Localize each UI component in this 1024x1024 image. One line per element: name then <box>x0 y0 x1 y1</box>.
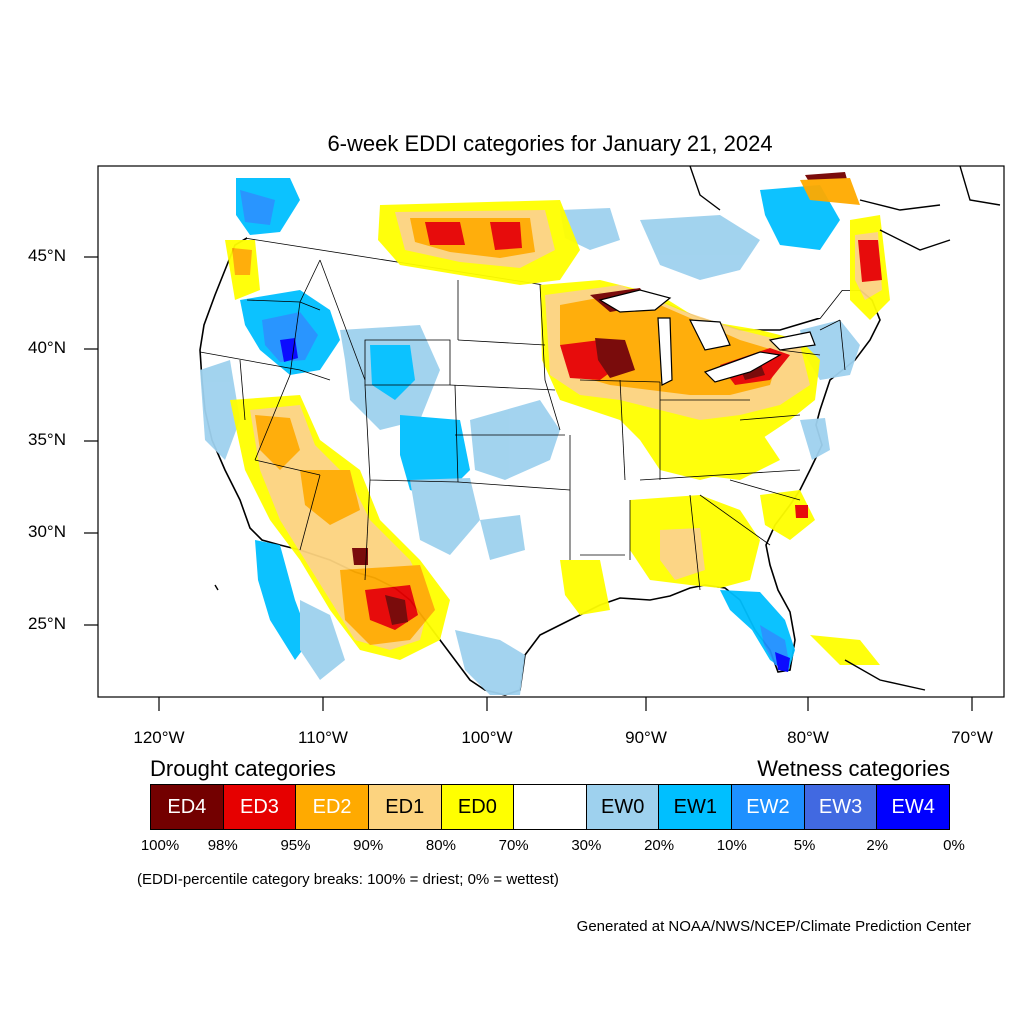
percent-break-label: 95% <box>280 837 311 854</box>
louisiana-ed0 <box>560 560 610 615</box>
baja-wet-ew1 <box>255 540 310 660</box>
legend-box-ed3: ED3 <box>223 785 297 829</box>
wisconsin-ed4 <box>595 338 635 378</box>
idaho-wet-ew4 <box>280 338 298 362</box>
lat-label-30: 30°N <box>28 522 66 541</box>
map-content <box>98 166 1004 696</box>
legend-box-neutral <box>514 785 587 829</box>
category-note: (EDDI-percentile category breaks: 100% =… <box>137 871 559 888</box>
legend-box-ew3: EW3 <box>804 785 878 829</box>
lon-label-110: 110°W <box>298 728 348 747</box>
legend-box-ed1: ED1 <box>368 785 442 829</box>
texas-coast-wet-ew0 <box>455 630 525 695</box>
percent-break-label: 20% <box>644 837 675 854</box>
map-frame <box>97 165 1005 698</box>
percent-break-label: 90% <box>353 837 384 854</box>
legend-box-ed2: ED2 <box>296 785 369 829</box>
legend-box-ew0: EW0 <box>586 785 660 829</box>
lat-label-40: 40°N <box>28 338 66 357</box>
wyoming-wet-ew1 <box>370 345 415 400</box>
texas-ed4 <box>385 595 408 625</box>
legend-box-ed4: ED4 <box>151 785 224 829</box>
credit-line: Generated at NOAA/NWS/NCEP/Climate Predi… <box>576 918 971 935</box>
lat-label-35: 35°N <box>28 430 66 449</box>
percent-break-label: 5% <box>793 837 816 854</box>
quebec-wet-ew0 <box>640 215 760 280</box>
kentucky-ed0 <box>690 430 780 480</box>
quebec-ed2 <box>800 178 860 205</box>
lat-label-25: 25°N <box>28 614 66 633</box>
florida-wet-ew4 <box>775 652 790 672</box>
nm-wet-ew0 <box>410 478 480 555</box>
idaho-wet-ew2 <box>262 312 318 362</box>
percent-break-label: 10% <box>716 837 747 854</box>
montana-ed3 <box>425 222 465 245</box>
legend-box-ew4: EW4 <box>877 785 950 829</box>
carolina-ed3 <box>795 505 808 518</box>
map-title: 6-week EDDI categories for January 21, 2… <box>327 131 773 156</box>
nm-ed4 <box>352 548 368 565</box>
coastline-extras <box>214 166 1001 691</box>
oklahoma-wet-ew0 <box>480 515 525 560</box>
state-boundaries <box>199 259 846 591</box>
maine-ed3 <box>858 240 882 282</box>
legend-box-ew1: EW1 <box>659 785 733 829</box>
virginia-wet-ew0 <box>800 418 830 460</box>
lon-label-120: 120°W <box>133 728 185 747</box>
percent-break-label: 2% <box>866 837 889 854</box>
lat-label-45: 45°N <box>28 246 66 265</box>
lon-label-80: 80°W <box>787 728 829 747</box>
percent-break-label: 100% <box>140 837 180 854</box>
alabama-ed1 <box>660 528 705 580</box>
lon-label-90: 90°W <box>625 728 667 747</box>
lon-label-100: 100°W <box>461 728 513 747</box>
drought-categories-heading: Drought categories <box>150 756 336 781</box>
percent-break-label: 80% <box>425 837 456 854</box>
carolina-ed0 <box>760 490 815 540</box>
nv-ed2 <box>255 415 300 470</box>
wetness-categories-heading: Wetness categories <box>757 756 950 781</box>
percent-break-label: 30% <box>571 837 602 854</box>
bc-wet-ew2 <box>240 190 275 225</box>
category-legend: ED4 ED3 ED2 ED1 ED0 EW0 EW1 EW2 EW3 EW4 <box>150 784 950 830</box>
percent-break-label: 98% <box>207 837 238 854</box>
az-ed2 <box>300 470 360 525</box>
axis-ticks <box>84 256 973 711</box>
cuba-ed0 <box>810 635 880 665</box>
percent-break-label: 70% <box>498 837 529 854</box>
lon-label-70: 70°W <box>951 728 993 747</box>
kansas-wet-ew0 <box>470 400 560 480</box>
legend-box-ew2: EW2 <box>732 785 805 829</box>
sw-wet-ew0 <box>200 360 240 460</box>
quebec-wet-ew1 <box>760 185 840 250</box>
nd-ed3 <box>490 222 522 250</box>
washington-ed2 <box>232 248 252 275</box>
mexico-wet-ew0 <box>300 600 345 680</box>
legend-box-ed0: ED0 <box>441 785 515 829</box>
percent-break-label: 0% <box>943 837 965 854</box>
great-lakes <box>598 289 816 386</box>
